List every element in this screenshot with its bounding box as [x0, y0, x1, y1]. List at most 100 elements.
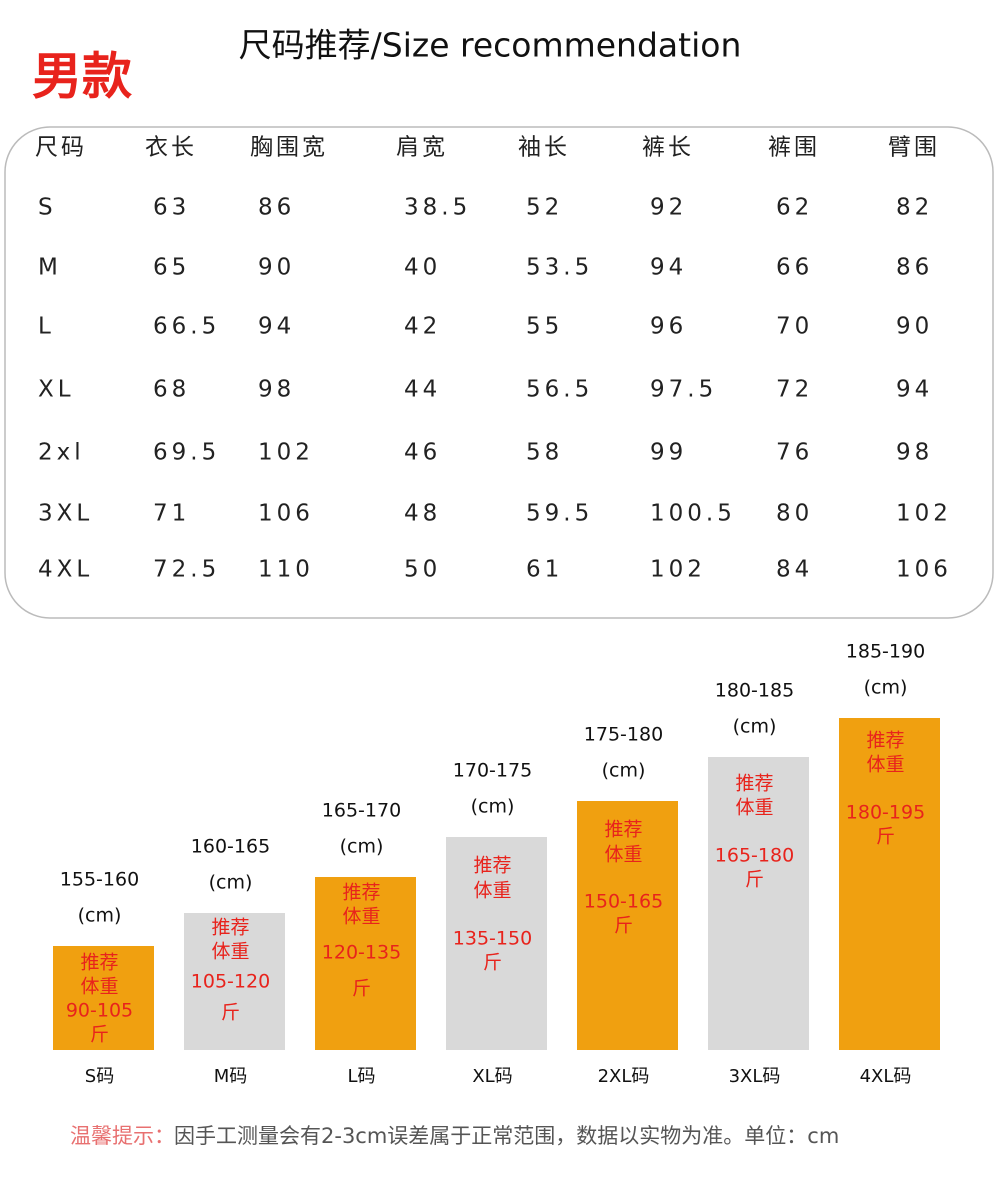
- table-cell: 76: [776, 440, 813, 466]
- title: 尺码推荐/Size recommendation: [239, 26, 742, 65]
- weight-unit: 斤: [614, 915, 633, 937]
- size-bar: [184, 913, 285, 1050]
- height-range: 180-185: [715, 680, 794, 702]
- table-cell: 38.5: [404, 195, 471, 221]
- table-cell: 86: [258, 195, 295, 221]
- table-cell: L: [38, 314, 55, 340]
- table-cell: 42: [404, 314, 441, 340]
- table-cell: 92: [650, 195, 687, 221]
- recommend: 体重: [80, 976, 118, 998]
- table-cell: 94: [896, 377, 933, 403]
- table-cell: 53.5: [526, 255, 593, 281]
- weight-range: 90-105: [66, 1000, 133, 1022]
- table-cell: 40: [404, 255, 441, 281]
- column-header: 肩宽: [396, 135, 448, 161]
- weight-unit: 斤: [221, 1002, 240, 1024]
- size-label: M码: [214, 1066, 248, 1087]
- table-frame: [4, 126, 994, 619]
- table-cell: 82: [896, 195, 933, 221]
- table-cell: 3XL: [38, 501, 93, 527]
- table-cell: 68: [153, 377, 190, 403]
- table-cell: 80: [776, 501, 813, 527]
- height-unit: (cm): [864, 677, 908, 699]
- recommend: 推荐: [735, 773, 773, 795]
- column-header: 尺码: [35, 135, 87, 161]
- recommend: 推荐: [604, 819, 642, 841]
- height-unit: (cm): [602, 760, 646, 782]
- height-range: 155-160: [60, 869, 139, 891]
- table-cell: 102: [650, 557, 706, 583]
- weight-range: 105-120: [191, 971, 270, 993]
- table-cell: 66.5: [153, 314, 220, 340]
- size-label: 2XL码: [598, 1066, 650, 1087]
- recommend: 推荐: [342, 882, 380, 904]
- height-range: 170-175: [453, 760, 532, 782]
- recommend: 体重: [604, 844, 642, 866]
- size-bar: [315, 877, 416, 1050]
- table-cell: 71: [153, 501, 190, 527]
- recommend: 体重: [473, 880, 511, 902]
- weight-range: 180-195: [846, 802, 925, 824]
- table-cell: 48: [404, 501, 441, 527]
- weight-unit: 斤: [745, 869, 764, 891]
- table-cell: 56.5: [526, 377, 593, 403]
- table-cell: 110: [258, 557, 314, 583]
- height-range: 160-165: [191, 836, 270, 858]
- recommend: 推荐: [866, 730, 904, 752]
- table-cell: S: [38, 195, 57, 221]
- height-unit: (cm): [78, 905, 122, 927]
- table-cell: 90: [258, 255, 295, 281]
- height-range: 165-170: [322, 800, 401, 822]
- recommend: 体重: [342, 906, 380, 928]
- recommend: 推荐: [80, 952, 118, 974]
- table-cell: 98: [896, 440, 933, 466]
- table-cell: 55: [526, 314, 563, 340]
- height-range: 175-180: [584, 724, 663, 746]
- recommend: 体重: [735, 797, 773, 819]
- size-bar: [53, 946, 154, 1050]
- weight-range: 165-180: [715, 845, 794, 867]
- size-label: L码: [347, 1066, 375, 1087]
- size-bar: [577, 801, 678, 1050]
- weight-range: 120-135: [322, 942, 401, 964]
- table-cell: 52: [526, 195, 563, 221]
- table-cell: 70: [776, 314, 813, 340]
- table-cell: 96: [650, 314, 687, 340]
- table-cell: 62: [776, 195, 813, 221]
- table-cell: 94: [650, 255, 687, 281]
- column-header: 裤围: [768, 135, 820, 161]
- recommend: 推荐: [473, 855, 511, 877]
- table-cell: 59.5: [526, 501, 593, 527]
- table-cell: 65: [153, 255, 190, 281]
- note-label: 温馨提示：: [70, 1124, 175, 1148]
- table-cell: 46: [404, 440, 441, 466]
- recommend: 体重: [866, 754, 904, 776]
- table-cell: 61: [526, 557, 563, 583]
- weight-range: 150-165: [584, 891, 663, 913]
- size-label: 4XL码: [860, 1066, 912, 1087]
- size-bar: [708, 757, 809, 1050]
- weight-unit: 斤: [483, 952, 502, 974]
- table-cell: 84: [776, 557, 813, 583]
- recommend: 推荐: [211, 917, 249, 939]
- table-cell: 4XL: [38, 557, 93, 583]
- height-unit: (cm): [733, 716, 777, 738]
- table-cell: 69.5: [153, 440, 220, 466]
- column-header: 袖长: [518, 135, 570, 161]
- table-cell: 102: [258, 440, 314, 466]
- column-header: 胸围宽: [250, 135, 328, 161]
- height-unit: (cm): [209, 872, 253, 894]
- height-range: 185-190: [846, 641, 925, 663]
- weight-range: 135-150: [453, 928, 532, 950]
- weight-unit: 斤: [352, 978, 371, 1000]
- table-cell: 106: [896, 557, 952, 583]
- table-cell: 102: [896, 501, 952, 527]
- table-cell: XL: [38, 377, 75, 403]
- table-cell: 86: [896, 255, 933, 281]
- size-label: XL码: [472, 1066, 512, 1087]
- table-cell: 2xl: [38, 440, 85, 466]
- size-label: 3XL码: [729, 1066, 781, 1087]
- column-header: 臂围: [888, 135, 940, 161]
- table-cell: 100.5: [650, 501, 736, 527]
